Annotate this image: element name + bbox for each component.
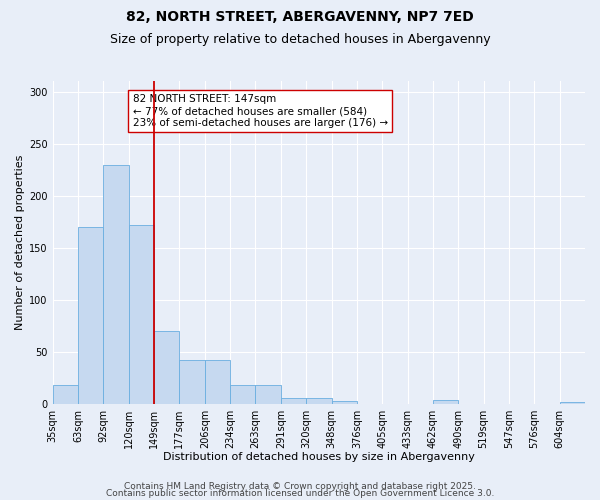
Text: 82, NORTH STREET, ABERGAVENNY, NP7 7ED: 82, NORTH STREET, ABERGAVENNY, NP7 7ED [126, 10, 474, 24]
Text: Size of property relative to detached houses in Abergavenny: Size of property relative to detached ho… [110, 32, 490, 46]
Bar [205, 360, 230, 404]
Bar [179, 360, 205, 404]
Bar [256, 386, 281, 404]
X-axis label: Distribution of detached houses by size in Abergavenny: Distribution of detached houses by size … [163, 452, 475, 462]
Bar [103, 165, 129, 404]
Bar [154, 332, 179, 404]
Bar [230, 386, 256, 404]
Text: Contains public sector information licensed under the Open Government Licence 3.: Contains public sector information licen… [106, 490, 494, 498]
Bar [332, 401, 357, 404]
Y-axis label: Number of detached properties: Number of detached properties [15, 155, 25, 330]
Bar [560, 402, 585, 404]
Bar [306, 398, 332, 404]
Bar [129, 225, 154, 404]
Text: 82 NORTH STREET: 147sqm
← 77% of detached houses are smaller (584)
23% of semi-d: 82 NORTH STREET: 147sqm ← 77% of detache… [133, 94, 388, 128]
Bar [78, 227, 103, 404]
Bar [433, 400, 458, 404]
Bar [53, 386, 78, 404]
Text: Contains HM Land Registry data © Crown copyright and database right 2025.: Contains HM Land Registry data © Crown c… [124, 482, 476, 491]
Bar [281, 398, 306, 404]
